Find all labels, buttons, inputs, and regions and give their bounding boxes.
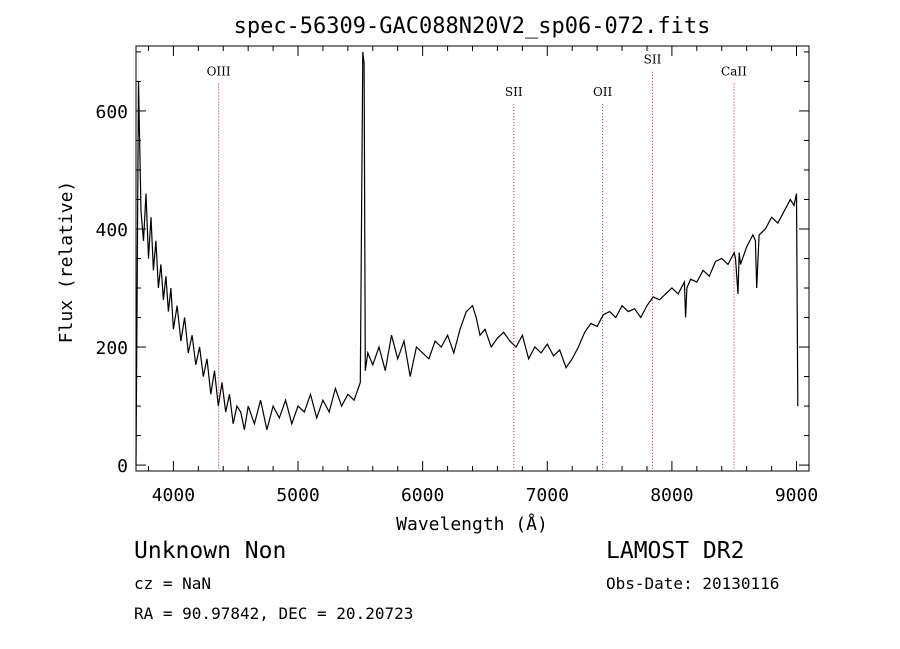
line-marker-label: SII	[505, 85, 523, 99]
x-tick-label: 9000	[775, 485, 818, 506]
line-marker-label: OIII	[207, 65, 231, 79]
line-marker-label: SII	[644, 53, 662, 67]
axis-ticks: 4000 5000 6000 7000 8000 9000 0 200 400 600	[95, 46, 818, 506]
spectrum-line	[135, 51, 799, 466]
obs-date: Obs-Date: 20130116	[606, 574, 780, 593]
x-tick-label: 4000	[152, 485, 195, 506]
y-tick-label: 0	[117, 456, 128, 477]
x-tick-label: 6000	[401, 485, 444, 506]
line-markers: OIII SII OII SII CaII	[207, 53, 747, 471]
x-tick-label: 7000	[526, 485, 569, 506]
line-marker-label: CaII	[721, 65, 747, 79]
x-tick-label: 5000	[276, 485, 319, 506]
spectrum-series	[135, 51, 799, 466]
y-tick-label: 400	[95, 220, 128, 241]
x-axis-label: Wavelength (Å)	[396, 513, 548, 535]
y-tick-label: 200	[95, 338, 128, 359]
survey-name: LAMOST DR2	[606, 538, 745, 564]
ra-dec-text: RA = 90.97842, DEC = 20.20723	[134, 604, 414, 623]
y-tick-label: 600	[95, 102, 128, 123]
x-tick-label: 8000	[650, 485, 693, 506]
redshift-text: cz = NaN	[134, 574, 212, 593]
chart-title: spec-56309-GAC088N20V2_sp06-072.fits	[234, 14, 711, 39]
y-axis-label: Flux (relative)	[56, 181, 77, 344]
object-class: Unknown Non	[134, 538, 287, 564]
line-marker-label: OII	[593, 85, 613, 99]
